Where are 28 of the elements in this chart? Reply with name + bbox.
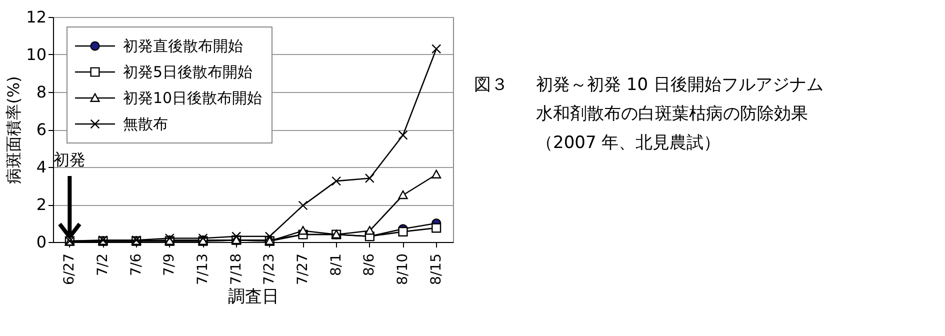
- y-tick-label: 2: [36, 195, 46, 214]
- x-tick-label: 8/15: [428, 254, 444, 285]
- legend-label: 無散布: [123, 115, 168, 133]
- text: 図３ 初発～初発 10 日後開始フルアジナム水和剤散布の白斑葉枯病の防除効果: [474, 75, 824, 124]
- y-tick-label: 4: [36, 158, 46, 176]
- x-tick-label: 8/1: [328, 254, 344, 276]
- annotation: 初発: [54, 150, 86, 169]
- legend-label: 初発5日後散布開始: [123, 63, 253, 81]
- x-tick-label: 7/23: [262, 254, 278, 285]
- x-tick-label: 7/13: [195, 254, 211, 285]
- y-tick-label: 8: [36, 82, 46, 102]
- y-tick-label: 6: [36, 120, 46, 139]
- x-tick-label: 7/27: [295, 254, 311, 285]
- legend-label: 初発10日後散布開始: [123, 89, 262, 107]
- x-tick-label: 7/2: [95, 254, 111, 276]
- y-axis-title: 病斑面積率(%): [4, 76, 24, 184]
- x-tick-label: 6/27: [62, 254, 78, 285]
- x-tick-label: 8/10: [395, 254, 411, 285]
- x-tick-label: 7/6: [128, 253, 144, 276]
- text: （2007 年、北見農試）: [536, 133, 721, 153]
- x-axis-title: 調査日: [228, 286, 279, 307]
- x-tick-label: 7/9: [162, 254, 178, 276]
- y-tick-label: 0: [36, 232, 46, 252]
- legend-label: 初発直後散布開始: [123, 37, 243, 55]
- x-tick-label: 8/6: [362, 253, 378, 276]
- y-tick-label: 10: [26, 45, 46, 64]
- y-tick-label: 12: [26, 8, 46, 26]
- x-tick-label: 7/18: [228, 254, 244, 285]
